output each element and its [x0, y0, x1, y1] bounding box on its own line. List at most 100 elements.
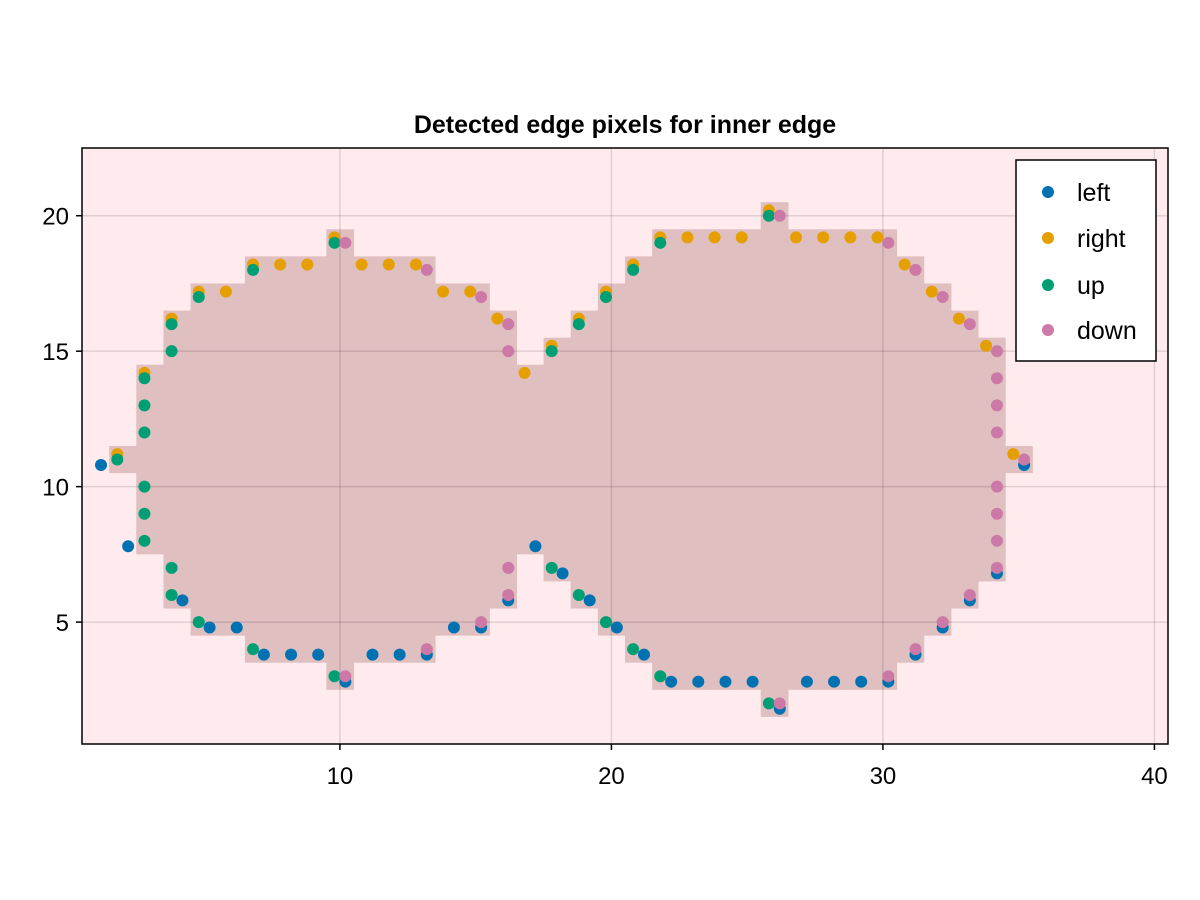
legend-marker-left — [1042, 186, 1054, 198]
point-up — [627, 263, 640, 276]
point-left — [257, 648, 270, 661]
point-left — [176, 594, 189, 607]
chart-title: Detected edge pixels for inner edge — [414, 111, 836, 139]
point-up — [165, 318, 178, 331]
region-column — [272, 256, 300, 663]
point-up — [138, 534, 151, 547]
point-down — [420, 643, 433, 656]
point-left — [855, 675, 868, 688]
point-down — [502, 561, 515, 574]
point-up — [762, 209, 775, 222]
point-left — [665, 675, 678, 688]
point-left — [719, 675, 732, 688]
point-up — [572, 589, 585, 601]
point-down — [502, 318, 515, 331]
point-right — [790, 231, 803, 244]
point-left — [746, 675, 759, 688]
point-up — [247, 263, 260, 276]
region-column — [380, 256, 409, 663]
point-right — [681, 231, 694, 244]
point-down — [990, 345, 1003, 358]
point-right — [518, 366, 531, 379]
point-down — [990, 534, 1003, 547]
point-right — [871, 231, 884, 244]
point-left — [230, 621, 243, 634]
point-up — [138, 480, 151, 493]
point-down — [990, 399, 1003, 412]
region-column — [706, 229, 735, 690]
region-column — [787, 229, 816, 690]
point-right — [491, 312, 504, 325]
point-down — [963, 589, 976, 601]
legend-item-left: left — [1042, 179, 1110, 207]
point-right — [437, 285, 450, 298]
point-up — [138, 426, 151, 439]
point-left — [203, 621, 216, 634]
region-column — [434, 283, 463, 636]
region-column — [543, 337, 572, 582]
y-tick-label: 15 — [42, 339, 69, 366]
legend-marker-right — [1042, 232, 1054, 244]
point-up — [627, 643, 640, 656]
point-right — [274, 258, 287, 271]
point-left — [312, 648, 325, 661]
point-left — [610, 621, 623, 634]
point-down — [1018, 453, 1031, 466]
point-up — [654, 236, 667, 249]
legend-label-left: left — [1077, 179, 1110, 207]
point-down — [420, 263, 433, 276]
point-down — [475, 616, 488, 629]
point-left — [529, 540, 542, 553]
point-left — [95, 458, 108, 471]
point-up — [328, 670, 341, 683]
point-right — [219, 285, 232, 298]
region-column — [353, 256, 382, 663]
legend-marker-down — [1042, 324, 1054, 336]
region-column — [516, 364, 545, 555]
point-right — [844, 231, 857, 244]
point-up — [192, 616, 205, 629]
point-down — [990, 372, 1003, 385]
region-column — [217, 283, 246, 636]
point-right — [817, 231, 830, 244]
point-up — [599, 616, 612, 629]
data-points — [95, 204, 1031, 715]
point-left — [447, 621, 460, 634]
point-up — [165, 589, 178, 601]
region-column — [570, 310, 599, 609]
point-left — [638, 648, 651, 661]
region-column — [597, 283, 626, 636]
point-right — [898, 258, 911, 271]
point-down — [773, 697, 786, 710]
legend-marker-up — [1042, 279, 1054, 291]
point-down — [882, 236, 895, 249]
point-down — [502, 589, 515, 601]
region-column — [923, 283, 952, 636]
point-left — [122, 540, 135, 553]
legend-item-right: right — [1042, 225, 1126, 253]
region-layer — [109, 202, 1033, 717]
point-right — [980, 339, 993, 352]
legend-label-up: up — [1077, 272, 1105, 300]
point-left — [692, 675, 705, 688]
region-column — [652, 229, 680, 690]
point-down — [339, 236, 352, 249]
point-up — [138, 372, 151, 385]
region-column — [733, 229, 762, 690]
region-column — [625, 256, 653, 663]
point-right — [1007, 448, 1020, 461]
point-right — [464, 285, 477, 298]
region-column — [299, 256, 327, 663]
point-down — [936, 291, 949, 303]
point-down — [990, 507, 1003, 520]
region-column — [190, 283, 219, 636]
y-axis-ticks: 5 10 15 20 — [42, 204, 82, 637]
point-up — [545, 561, 558, 574]
x-tick-label: 10 — [327, 763, 354, 790]
region-column — [679, 229, 708, 690]
y-tick-label: 5 — [56, 610, 69, 637]
point-down — [339, 670, 352, 683]
point-right — [409, 258, 422, 271]
point-left — [828, 675, 841, 688]
